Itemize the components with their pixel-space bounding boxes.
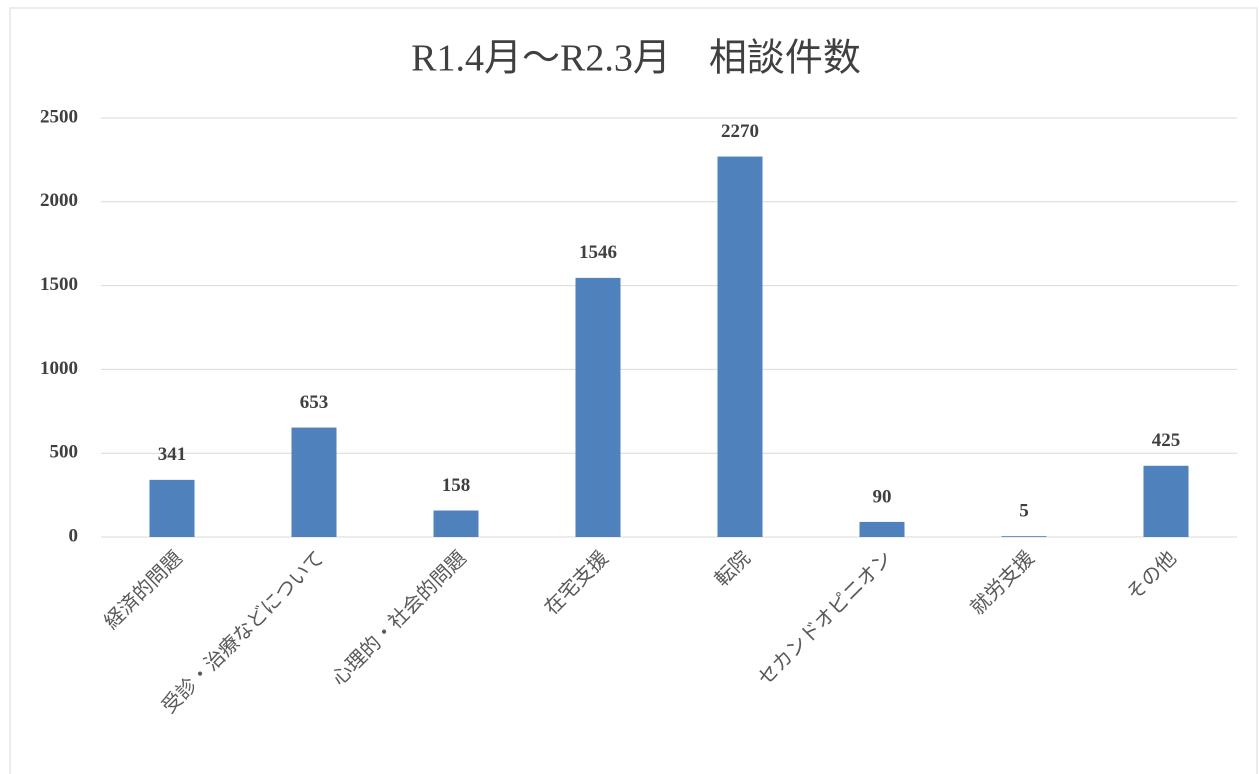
data-label: 1546 bbox=[579, 242, 617, 263]
y-tick-label: 500 bbox=[50, 442, 79, 463]
data-label: 90 bbox=[873, 486, 892, 507]
chart-title: R1.4月～R2.3月 相談件数 bbox=[411, 38, 861, 80]
bar bbox=[433, 510, 479, 537]
bar bbox=[717, 156, 763, 537]
data-label: 425 bbox=[1152, 430, 1181, 451]
y-tick-label: 2000 bbox=[40, 190, 78, 211]
chart-border bbox=[9, 7, 1258, 774]
data-label: 5 bbox=[1019, 501, 1029, 522]
bar bbox=[575, 277, 621, 537]
y-tick-label: 1500 bbox=[40, 274, 78, 295]
data-label: 653 bbox=[300, 392, 329, 413]
data-label: 2270 bbox=[721, 121, 759, 142]
bar bbox=[859, 521, 905, 537]
data-label: 341 bbox=[158, 444, 187, 465]
bar bbox=[149, 479, 195, 537]
y-tick-label: 1000 bbox=[40, 358, 78, 379]
bar bbox=[291, 427, 337, 537]
y-tick-label: 0 bbox=[69, 525, 79, 546]
bar bbox=[1001, 536, 1047, 537]
bar bbox=[1143, 465, 1189, 537]
y-tick-label: 2500 bbox=[40, 106, 78, 127]
data-label: 158 bbox=[442, 475, 471, 496]
